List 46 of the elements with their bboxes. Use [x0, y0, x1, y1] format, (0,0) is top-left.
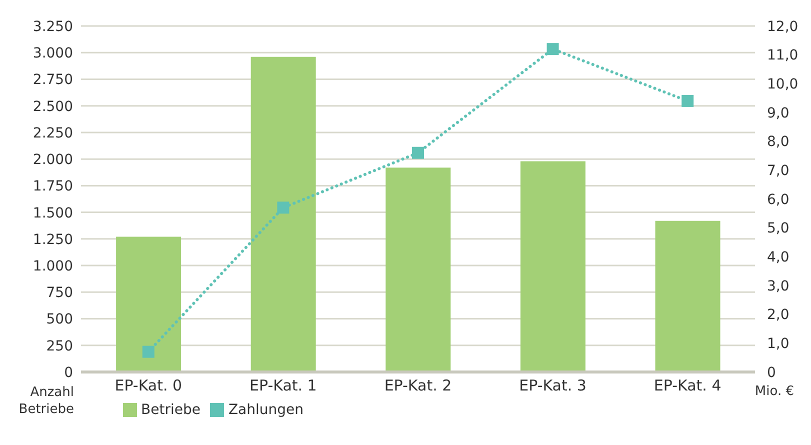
y-tick-label: 0 — [64, 364, 73, 381]
y2-tick-label: 2,0 — [767, 307, 790, 324]
y2-tick-label: 7,0 — [767, 163, 790, 180]
y2-axis-title: Mio. € — [754, 384, 794, 399]
y2-tick-label: 5,0 — [767, 220, 790, 237]
point — [142, 346, 154, 358]
y-tick-label: 3.250 — [32, 18, 73, 35]
y2-tick-label: 6,0 — [767, 192, 790, 208]
bar — [655, 220, 720, 372]
point — [277, 202, 290, 214]
y-tick-label: 250 — [46, 338, 73, 354]
bar — [116, 236, 182, 372]
y2-tick-label: 4,0 — [767, 250, 790, 266]
x-tick-label: EP-Kat. 0 — [114, 376, 182, 395]
y-tick-label: 1.000 — [32, 258, 73, 275]
y-tick-label: 1.250 — [32, 232, 73, 248]
y-tick-label: 750 — [46, 285, 73, 302]
y2-tick-label: 0 — [767, 364, 776, 381]
y-tick-label: 2.750 — [32, 72, 73, 88]
y2-tick-label: 9,0 — [767, 105, 790, 122]
y2-tick-label: 12,0 — [767, 18, 798, 35]
y2-tick-label: 10,0 — [767, 76, 798, 93]
y2-tick-label: 11,0 — [767, 48, 798, 64]
point — [546, 43, 559, 56]
legend-label: Betriebe — [141, 402, 200, 418]
x-tick-label: EP-Kat. 3 — [519, 376, 586, 395]
bar — [250, 56, 316, 372]
y-axis-title: Anzahl Betriebe — [18, 384, 74, 418]
x-tick-label: EP-Kat. 1 — [250, 376, 317, 395]
y-tick-label: 2.000 — [32, 152, 73, 168]
y-tick-label: 500 — [46, 312, 73, 328]
y2-tick-label: 8,0 — [767, 134, 790, 150]
y-tick-label: 1.750 — [32, 178, 73, 195]
point — [682, 94, 694, 107]
y-tick-label: 2.500 — [32, 98, 73, 115]
bar — [520, 161, 586, 372]
y2-tick-label: 1,0 — [767, 336, 790, 352]
y-tick-label: 3.000 — [32, 46, 73, 62]
y-tick-label: 1.500 — [32, 205, 73, 222]
x-tick-label: EP-Kat. 4 — [654, 376, 722, 395]
y2-tick-label: 3,0 — [767, 278, 790, 294]
x-tick-label: EP-Kat. 2 — [384, 376, 452, 395]
point — [412, 146, 424, 159]
legend-label: Zahlungen — [228, 402, 304, 418]
y-tick-label: 2.250 — [32, 125, 73, 142]
bar — [386, 168, 451, 372]
